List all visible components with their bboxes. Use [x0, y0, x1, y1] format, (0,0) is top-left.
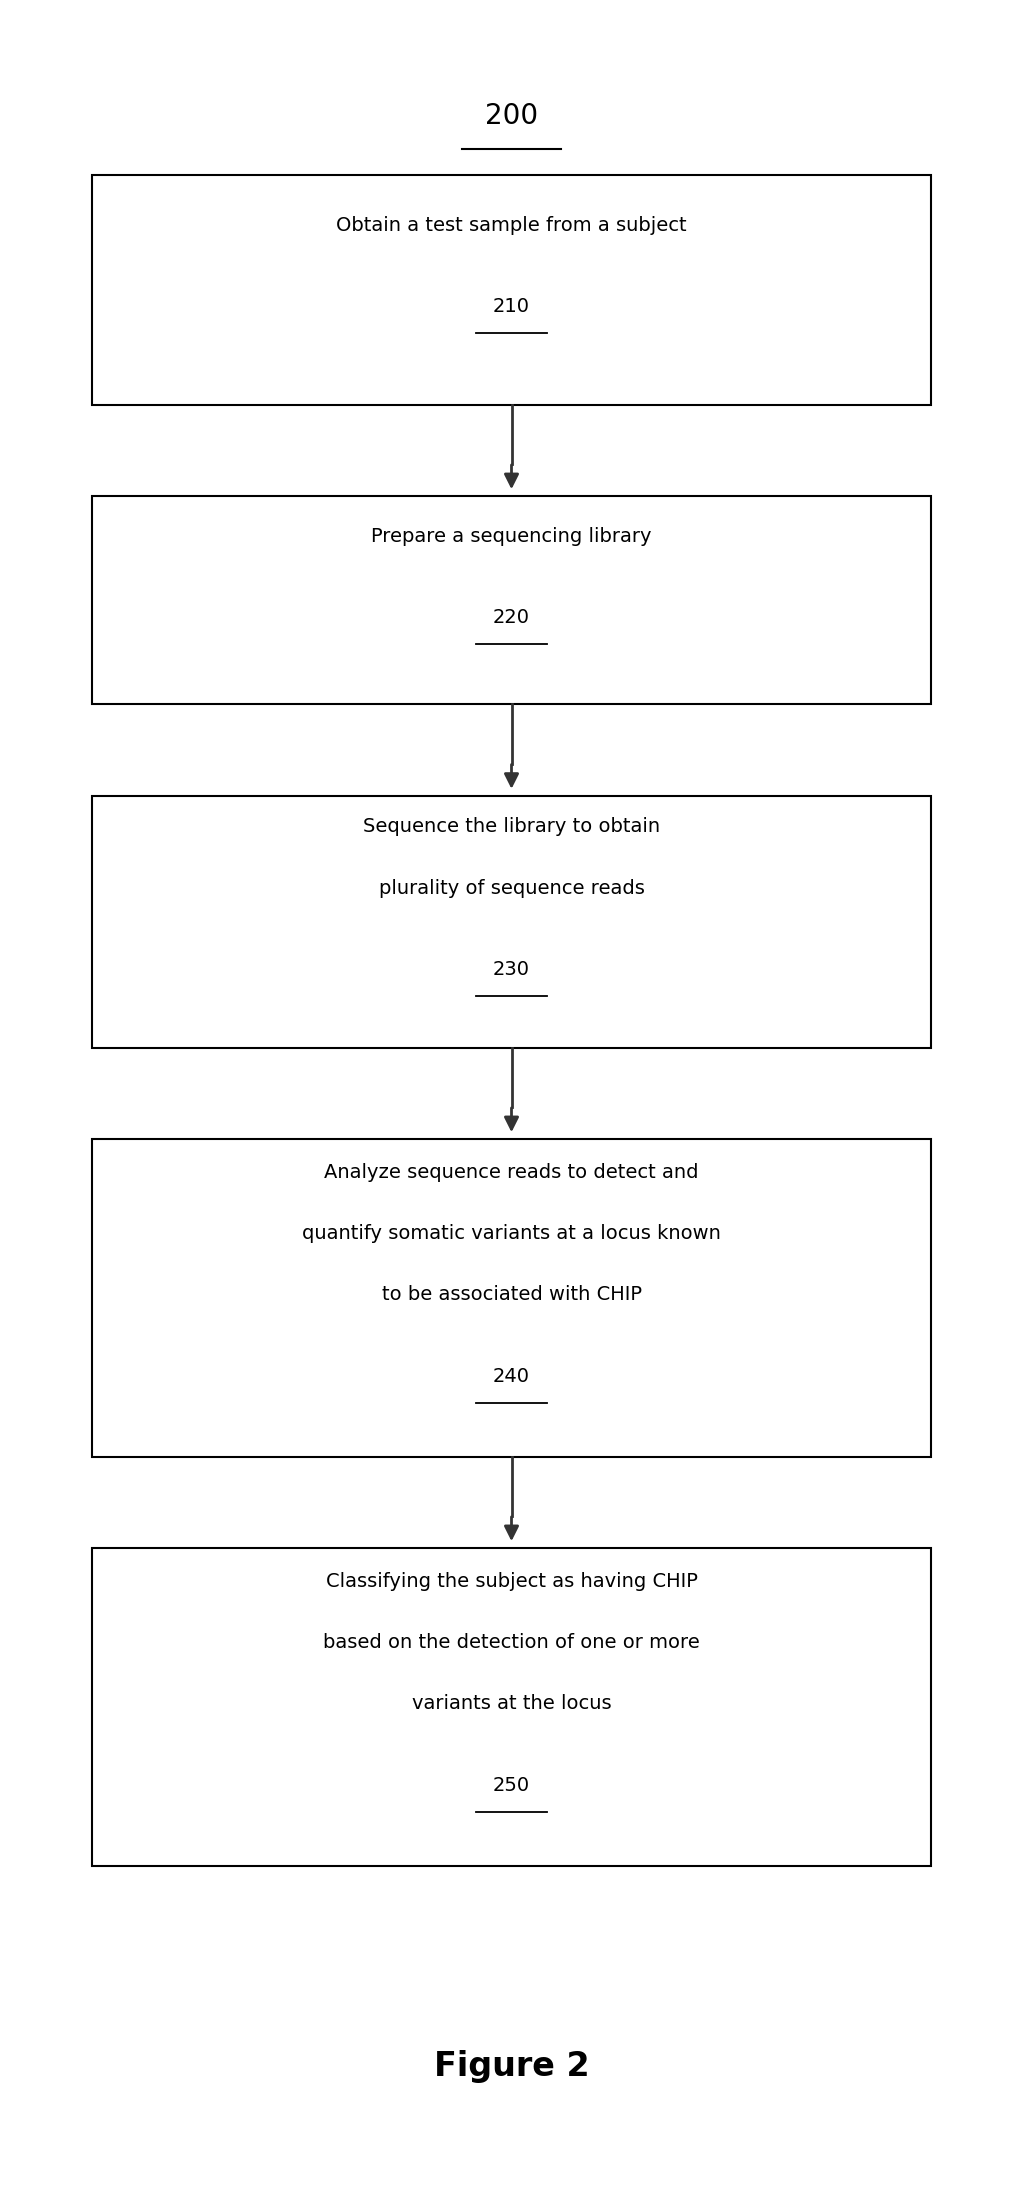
Text: plurality of sequence reads: plurality of sequence reads [379, 879, 644, 897]
Bar [92, 796, 931, 1048]
Text: Sequence the library to obtain: Sequence the library to obtain [363, 818, 660, 835]
Bar [92, 175, 931, 405]
Text: Classifying the subject as having CHIP: Classifying the subject as having CHIP [325, 1572, 698, 1590]
Text: 250: 250 [493, 1776, 530, 1796]
Text: 200: 200 [485, 103, 538, 129]
Text: to be associated with CHIP: to be associated with CHIP [382, 1286, 641, 1303]
Text: variants at the locus: variants at the locus [411, 1695, 612, 1712]
Bar [92, 1139, 931, 1457]
Text: 230: 230 [493, 960, 530, 980]
Bar [92, 1548, 931, 1866]
Text: 210: 210 [493, 297, 530, 317]
Text: 240: 240 [493, 1367, 530, 1387]
Text: Obtain a test sample from a subject: Obtain a test sample from a subject [337, 217, 686, 234]
Bar [92, 496, 931, 704]
Text: 220: 220 [493, 608, 530, 628]
Text: Figure 2: Figure 2 [434, 2049, 589, 2084]
Text: based on the detection of one or more: based on the detection of one or more [323, 1634, 700, 1651]
Text: quantify somatic variants at a locus known: quantify somatic variants at a locus kno… [302, 1225, 721, 1242]
Text: Analyze sequence reads to detect and: Analyze sequence reads to detect and [324, 1163, 699, 1181]
Text: Prepare a sequencing library: Prepare a sequencing library [371, 527, 652, 545]
